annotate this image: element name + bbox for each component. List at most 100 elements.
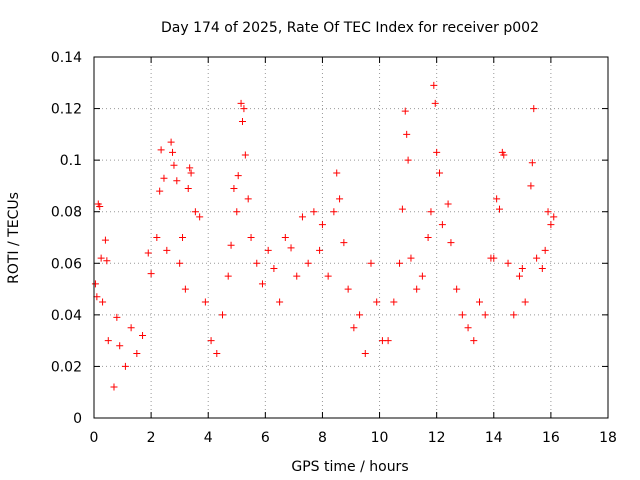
data-point (373, 298, 381, 306)
data-point (230, 185, 238, 193)
data-point (330, 208, 338, 216)
data-point (139, 331, 147, 339)
data-point (169, 148, 177, 156)
chart-title: Day 174 of 2025, Rate Of TEC Index for r… (161, 20, 539, 36)
data-point (527, 182, 535, 190)
data-point (367, 259, 375, 267)
data-point (227, 241, 235, 249)
data-point (104, 337, 112, 345)
x-tick-label: 14 (485, 430, 503, 446)
data-point (91, 280, 99, 288)
data-point (179, 234, 187, 241)
data-point (240, 105, 248, 113)
data-point (530, 105, 538, 113)
data-point (361, 350, 369, 358)
data-point (116, 342, 124, 350)
data-point (127, 324, 135, 332)
data-point (316, 246, 324, 254)
data-point (550, 213, 558, 221)
data-point (390, 298, 398, 306)
y-tick-label: 0.04 (51, 308, 82, 324)
data-point (310, 208, 318, 216)
data-point (547, 221, 555, 229)
data-point (344, 285, 352, 293)
data-point (481, 311, 489, 319)
data-point (510, 311, 518, 319)
data-point (424, 234, 432, 241)
axis-ticks: 0 2 4 6 8 10 12 14 16 18 0 0.02 0.04 0.06 0.08 0.1 0.12 0… (51, 50, 617, 446)
data-point (444, 200, 452, 208)
y-tick-label: 0.1 (60, 153, 82, 169)
y-tick-label: 0.12 (51, 102, 82, 118)
data-point (538, 264, 546, 272)
data-point (121, 362, 129, 370)
data-point (101, 236, 109, 244)
data-point (304, 259, 312, 267)
data-point (541, 246, 549, 254)
y-tick-label: 0 (73, 411, 82, 427)
data-point (384, 337, 392, 345)
data-point (544, 208, 552, 216)
x-tick-label: 0 (90, 430, 99, 446)
data-point (244, 195, 252, 203)
x-axis-label: GPS time / hours (291, 459, 408, 475)
data-point (213, 350, 221, 358)
data-point (103, 257, 111, 265)
data-point (430, 81, 438, 89)
x-tick-label: 18 (599, 430, 617, 446)
data-point (336, 195, 344, 203)
data-point (333, 169, 341, 177)
data-point (436, 169, 444, 177)
data-point (247, 234, 255, 241)
data-point (234, 172, 242, 180)
data-point (167, 138, 175, 146)
x-tick-label: 8 (318, 430, 327, 446)
data-point (241, 151, 249, 159)
data-point (293, 272, 301, 280)
data-point (276, 298, 284, 306)
data-point (160, 174, 168, 182)
data-point (170, 161, 178, 169)
data-point (237, 99, 245, 107)
x-tick-label: 4 (204, 430, 213, 446)
plot-frame (93, 56, 609, 419)
grid-lines (94, 57, 608, 418)
data-point (453, 285, 461, 293)
data-point (476, 298, 483, 306)
y-axis-label: ROTI / TECUs (6, 192, 22, 284)
data-point (398, 205, 406, 213)
data-point (427, 208, 435, 216)
data-point (113, 313, 121, 321)
y-tick-label: 0.14 (51, 50, 82, 66)
data-point (396, 259, 404, 267)
data-point (500, 151, 508, 159)
data-point (157, 146, 165, 154)
data-point (163, 246, 171, 254)
data-point (270, 264, 278, 272)
data-point (433, 148, 441, 156)
data-point (93, 293, 101, 301)
y-tick-label: 0.02 (51, 359, 82, 375)
data-point (490, 254, 498, 262)
data-point (153, 234, 161, 241)
data-point (404, 156, 412, 164)
data-point (298, 213, 306, 221)
data-point (518, 264, 526, 272)
data-point (350, 324, 358, 332)
x-tick-label: 16 (542, 430, 560, 446)
data-point (144, 249, 152, 257)
data-point (533, 254, 541, 262)
data-point (418, 272, 426, 280)
data-point (495, 205, 503, 213)
data-point (340, 239, 348, 247)
data-point (173, 177, 181, 185)
data-point (515, 272, 523, 280)
x-tick-label: 6 (261, 430, 270, 446)
data-point (110, 383, 118, 391)
y-tick-label: 0.08 (51, 205, 82, 221)
data-point (224, 272, 232, 280)
data-points (91, 81, 558, 391)
data-point (253, 259, 261, 267)
data-point (318, 221, 326, 229)
data-point (238, 117, 246, 125)
